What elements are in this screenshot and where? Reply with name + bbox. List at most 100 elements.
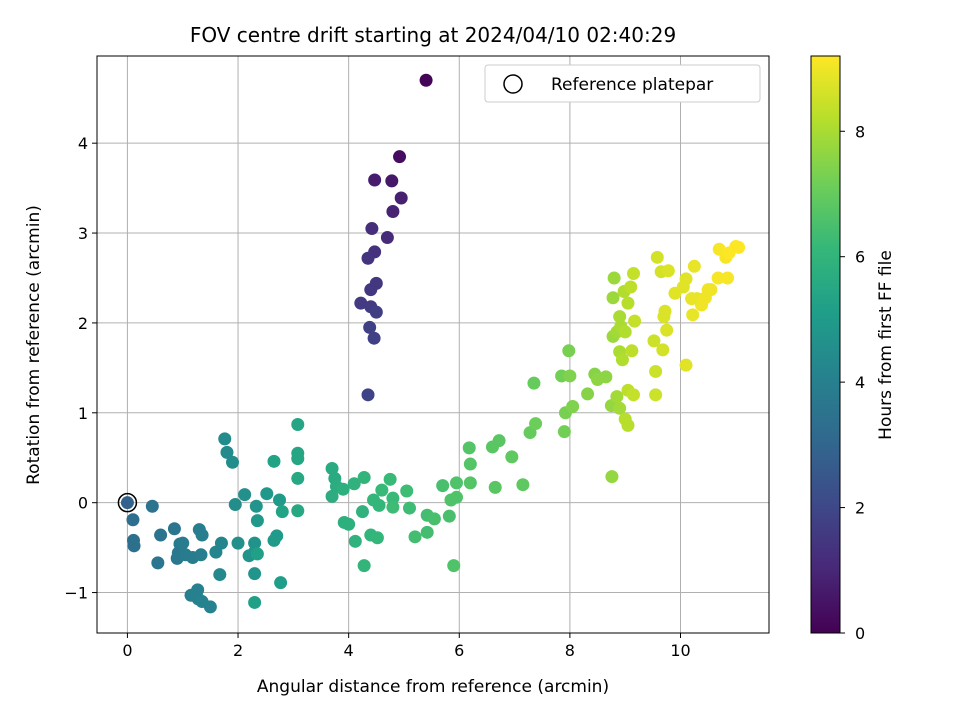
data-point — [704, 283, 718, 297]
data-point — [354, 296, 368, 310]
y-tick-label: 0 — [78, 494, 88, 513]
legend-box — [484, 64, 761, 103]
data-point — [656, 343, 670, 357]
data-point — [195, 528, 209, 542]
x-axis-label: Angular distance from reference (arcmin) — [257, 677, 609, 697]
data-point — [151, 556, 165, 570]
data-point — [400, 484, 414, 498]
data-point — [394, 191, 408, 205]
data-point — [355, 505, 369, 519]
y-tick-label: 2 — [78, 314, 88, 333]
legend: Reference platepar — [484, 64, 761, 103]
data-point — [347, 477, 361, 491]
data-point — [291, 471, 305, 485]
x-tick-label: 4 — [344, 641, 354, 660]
data-point — [249, 499, 263, 513]
data-point — [613, 310, 627, 324]
data-point — [618, 325, 632, 339]
data-point — [687, 259, 701, 273]
data-point — [260, 487, 274, 501]
data-point — [385, 174, 399, 188]
data-point — [372, 498, 386, 512]
x-tick-label: 2 — [233, 641, 243, 660]
axes: 0 2 4 6 8 10 −1 0 1 2 3 4 — [64, 55, 770, 660]
data-point — [711, 271, 725, 285]
data-point — [250, 514, 264, 528]
data-point — [450, 490, 464, 504]
data-point — [628, 314, 642, 328]
data-point — [218, 432, 232, 446]
data-point — [462, 441, 476, 455]
data-point — [566, 400, 580, 414]
data-point — [606, 291, 620, 305]
data-point — [427, 512, 441, 526]
data-point — [436, 479, 450, 493]
data-point — [505, 450, 519, 464]
data-point — [386, 500, 400, 514]
data-point — [248, 567, 262, 581]
x-tick-label: 10 — [670, 641, 690, 660]
x-tick-label: 6 — [454, 641, 464, 660]
colorbar-tick-label: 4 — [855, 373, 865, 392]
data-point — [167, 522, 181, 536]
data-point — [649, 364, 663, 378]
data-point — [248, 595, 262, 609]
data-point — [420, 525, 434, 539]
legend-marker — [503, 74, 523, 94]
data-point — [610, 390, 624, 404]
data-point — [649, 388, 663, 402]
data-point — [365, 222, 379, 236]
colorbar-gradient — [810, 55, 841, 634]
data-point — [194, 548, 208, 562]
data-point — [275, 505, 289, 519]
data-point — [605, 470, 619, 484]
data-point — [120, 496, 134, 510]
data-point — [361, 251, 375, 265]
data-point — [342, 517, 356, 531]
data-point — [214, 536, 228, 550]
data-point — [291, 504, 305, 518]
data-point — [267, 454, 281, 468]
y-tick-label: 1 — [78, 404, 88, 423]
data-point — [213, 568, 227, 582]
data-point — [336, 482, 350, 496]
data-point — [660, 323, 674, 337]
data-point — [250, 547, 264, 561]
data-point — [393, 150, 407, 164]
y-tick-label: 4 — [78, 134, 88, 153]
plot-frame — [96, 55, 770, 634]
data-point — [626, 266, 640, 280]
colorbar: 0 2 4 6 8 — [810, 55, 865, 643]
colorbar-tick-label: 2 — [855, 499, 865, 518]
data-points — [117, 73, 746, 614]
colorbar-label: Hours from first FF file — [876, 250, 896, 440]
data-point — [270, 529, 284, 543]
colorbar-tick-label: 8 — [855, 122, 865, 141]
data-point — [732, 240, 746, 254]
data-point — [581, 387, 595, 401]
data-point — [607, 271, 621, 285]
data-point — [291, 417, 305, 431]
data-point — [686, 308, 700, 322]
data-point — [363, 320, 377, 334]
data-point — [367, 331, 381, 345]
data-point — [357, 471, 371, 485]
data-point — [228, 497, 242, 511]
x-tick-label: 0 — [122, 641, 132, 660]
data-point — [375, 483, 389, 497]
data-point — [203, 600, 217, 614]
data-point — [463, 457, 477, 471]
chart-title: FOV centre drift starting at 2024/04/10 … — [190, 23, 676, 47]
data-point — [238, 488, 252, 502]
y-axis-label: Rotation from reference (arcmin) — [24, 205, 44, 485]
reference-marker — [117, 492, 138, 513]
data-point — [361, 388, 375, 402]
data-point — [220, 445, 234, 459]
data-point — [274, 576, 288, 590]
data-point — [615, 353, 629, 367]
data-point — [325, 489, 339, 503]
data-point — [492, 434, 506, 448]
data-point — [488, 480, 502, 494]
data-point — [679, 272, 693, 286]
data-point — [226, 455, 240, 469]
